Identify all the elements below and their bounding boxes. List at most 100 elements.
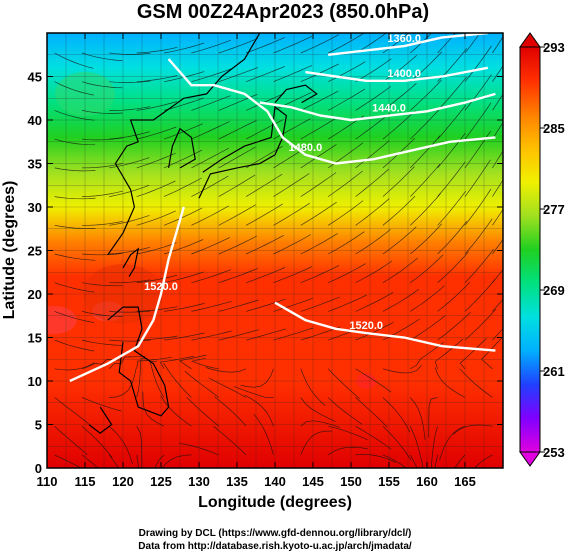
colorbar-tick-label-277: 277: [543, 202, 565, 217]
streamline-193: [382, 55, 418, 82]
contour-3: [167, 58, 496, 165]
streamline-222: [437, 76, 467, 111]
streamline-96: [218, 268, 258, 284]
streamline-114: [245, 173, 283, 197]
x-axis-label: Longitude (degrees): [198, 494, 352, 511]
streamline-32: [109, 368, 137, 398]
streamline-95: [218, 299, 259, 312]
credit-line-2: Data from http://database.rish.kyoto-u.a…: [138, 541, 412, 552]
streamline-207: [410, 79, 442, 111]
streamline-19: [81, 339, 123, 346]
streamline-76: [160, 395, 192, 427]
streamline-22: [81, 252, 123, 256]
contour-2: [259, 92, 496, 122]
streamline-30: [109, 454, 119, 468]
streamline-150: [328, 446, 368, 456]
y-tick-label-10: 10: [28, 374, 42, 389]
streamline-45: [136, 454, 139, 468]
streamline-253: [492, 65, 503, 82]
streamline-141: [300, 265, 340, 284]
streamline-28: [81, 81, 123, 89]
coastline-3: [168, 127, 196, 169]
plot-area: 1360.0 1400.0 1440.0 1480.0 1520.0 1520.0: [47, 33, 503, 468]
x-tick-label-110: 110: [37, 474, 58, 489]
streamline-43: [109, 80, 151, 83]
streamline-24: [81, 190, 123, 197]
streamline-79: [191, 330, 232, 341]
colorbar-tick-label-261: 261: [543, 364, 565, 379]
coastline-1: [198, 105, 288, 199]
streamline-183: [382, 365, 422, 374]
streamline-239: [464, 33, 481, 54]
streamline-218: [437, 190, 466, 226]
y-axis-label: Latitude (degrees): [1, 181, 18, 320]
y-axis-ticks: 0 5 10 15 20 25 30 35 40 45: [28, 70, 503, 476]
streamline-227: [434, 367, 466, 398]
streamline-178: [355, 58, 392, 83]
streamline-246: [492, 268, 503, 283]
streamline-7: [54, 253, 96, 261]
streamline-29: [81, 52, 123, 61]
colorbar-bottom-arrow: [519, 451, 541, 467]
streamline-159: [327, 170, 363, 197]
streamline-174: [355, 168, 390, 197]
streamline-82: [191, 237, 230, 255]
streamline-130: [273, 145, 310, 169]
y-tick-label-20: 20: [28, 287, 42, 302]
streamline-243: [481, 337, 502, 370]
streamline-104: [218, 38, 258, 54]
streamline-80: [191, 300, 232, 312]
streamline-59: [136, 46, 178, 54]
coastline-2: [274, 84, 318, 104]
streamline-232: [464, 218, 493, 255]
streamline-145: [300, 144, 337, 169]
grid-lines: [47, 33, 503, 468]
streamline-187: [382, 226, 417, 255]
streamline-20: [81, 311, 123, 317]
streamline-131: [273, 118, 311, 140]
streamline-3: [54, 362, 95, 371]
streamline-200: [410, 285, 445, 312]
streamline-171: [355, 260, 393, 284]
streamline-123: [240, 368, 274, 388]
streamline-127: [273, 234, 311, 255]
contour-label-0: 1360.0: [387, 33, 421, 45]
streamline-143: [300, 201, 337, 226]
x-tick-label-115: 115: [75, 474, 96, 489]
streamline-241: [452, 424, 493, 435]
streamline-165: [355, 453, 396, 463]
streamline-149: [300, 34, 339, 54]
streamline-202: [410, 223, 442, 255]
streamline-229: [464, 308, 497, 341]
streamline-0: [54, 454, 82, 468]
streamline-210: [434, 454, 438, 468]
streamline-146: [300, 117, 338, 140]
x-tick-label-150: 150: [340, 474, 362, 489]
streamline-69: [163, 177, 202, 197]
streamline-230: [464, 279, 496, 312]
streamline-132: [273, 92, 312, 111]
streamline-102: [218, 93, 258, 111]
streamline-6: [54, 282, 95, 293]
streamline-31: [109, 425, 133, 465]
streamline-49: [136, 335, 178, 341]
streamline-191: [382, 110, 416, 140]
streamline-203: [410, 193, 441, 226]
streamline-101: [218, 120, 257, 140]
streamline-60: [154, 454, 165, 468]
streamline-250: [492, 150, 503, 169]
streamline-120: [253, 413, 274, 455]
x-tick-label-165: 165: [454, 474, 476, 489]
streamline-89: [191, 39, 232, 54]
streamline-65: [163, 303, 205, 312]
streamline-64: [163, 332, 205, 341]
streamline-188: [382, 195, 416, 226]
streamline-163: [328, 61, 366, 83]
streamline-21: [81, 282, 123, 287]
streamline-136: [300, 420, 341, 428]
streamline-110: [246, 298, 286, 312]
streamline-84: [191, 175, 229, 197]
streamline-42: [109, 106, 151, 111]
streamline-109: [246, 328, 287, 341]
colorbar-body: [519, 46, 541, 453]
